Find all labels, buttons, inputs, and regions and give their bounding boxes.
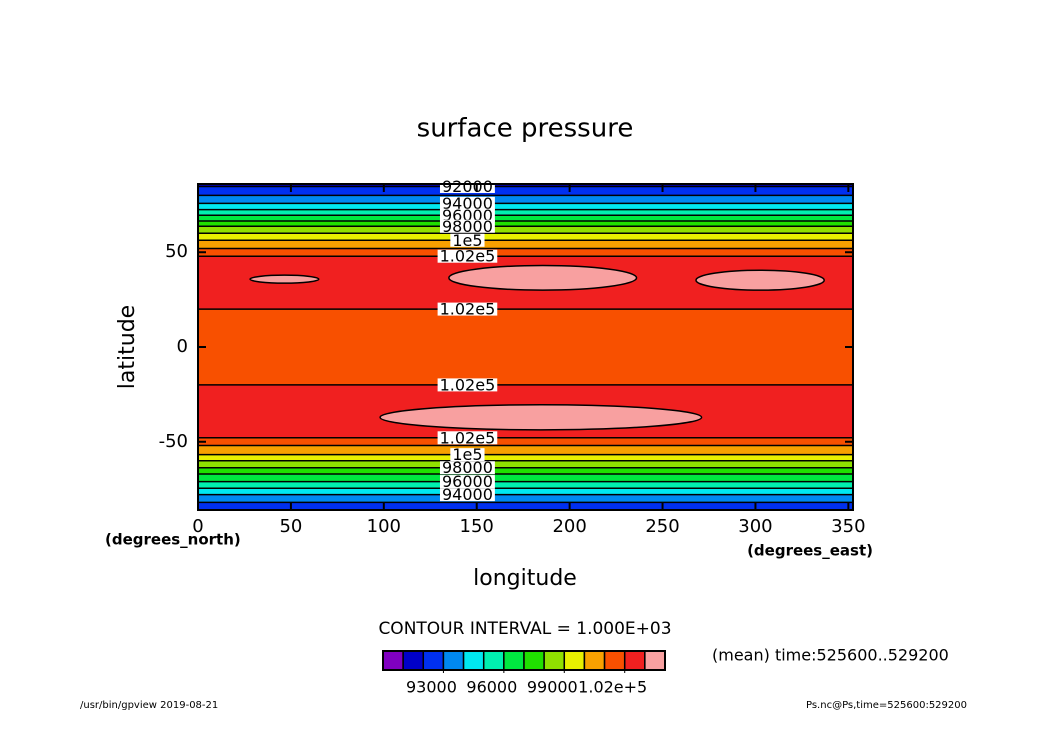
colorbar-box bbox=[644, 650, 666, 671]
y-units: (degrees_north) bbox=[105, 531, 241, 549]
closed-contour bbox=[379, 404, 703, 431]
contour-label: 94000 bbox=[442, 485, 493, 504]
colorbar-box bbox=[503, 650, 525, 671]
contour-band bbox=[198, 308, 853, 348]
contour-band bbox=[198, 494, 853, 503]
contour-label: 1e5 bbox=[452, 445, 482, 464]
contour-label-bg bbox=[439, 461, 495, 475]
colorbar-box bbox=[442, 650, 465, 671]
contour-label: 92000 bbox=[442, 177, 493, 196]
contour-label-bg bbox=[439, 488, 495, 502]
contour-label-bg bbox=[437, 378, 498, 392]
contour-band bbox=[198, 481, 853, 489]
contour-band bbox=[198, 220, 853, 227]
footer-right: Ps.nc@Ps,time=525600:529200 bbox=[806, 700, 967, 711]
contour-band bbox=[198, 487, 853, 495]
x-tick-label: 350 bbox=[831, 516, 865, 537]
contour-band bbox=[198, 186, 853, 196]
contour-label-bg bbox=[450, 448, 485, 462]
x-tick-label: 0 bbox=[192, 516, 203, 537]
colorbar-frame bbox=[382, 650, 666, 671]
contour-label-bg bbox=[439, 475, 495, 489]
colorbar-box bbox=[603, 650, 626, 671]
colorbar-box bbox=[523, 650, 545, 671]
contour-label: 1.02e5 bbox=[440, 247, 496, 266]
contour-label-bg bbox=[439, 196, 495, 210]
x-tick-label: 100 bbox=[367, 516, 401, 537]
time-note: (mean) time:525600..529200 bbox=[712, 646, 949, 665]
x-units: (degrees_east) bbox=[747, 542, 873, 560]
contour-label: 1.02e5 bbox=[440, 300, 496, 319]
contour-band bbox=[198, 225, 853, 234]
colorbar-box bbox=[583, 650, 606, 671]
contour-label: 98000 bbox=[442, 217, 493, 236]
contour-label-bg bbox=[437, 249, 498, 263]
chart-title: surface pressure bbox=[417, 114, 634, 144]
colorbar-box bbox=[482, 650, 505, 671]
contour-band bbox=[198, 214, 853, 222]
contour-band bbox=[198, 195, 853, 204]
contour-interval: CONTOUR INTERVAL = 1.000E+03 bbox=[378, 619, 671, 639]
contour-label-bg bbox=[437, 302, 498, 316]
contour-label: 96000 bbox=[442, 472, 493, 491]
colorbar-box bbox=[623, 650, 646, 671]
contour-band bbox=[198, 183, 853, 187]
contour-label-bg bbox=[450, 233, 485, 247]
colorbar-label: 1.02e+5 bbox=[578, 678, 647, 697]
contour-band bbox=[198, 467, 853, 475]
contour-band bbox=[198, 248, 853, 257]
colorbar-box bbox=[382, 650, 404, 671]
footer-left: /usr/bin/gpview 2019-08-21 bbox=[80, 700, 218, 711]
contour-label-bg bbox=[439, 208, 495, 222]
closed-contour bbox=[448, 264, 638, 291]
contour-label: 1.02e5 bbox=[440, 428, 496, 447]
contour-band bbox=[198, 239, 853, 249]
colorbar-box bbox=[402, 650, 425, 671]
contour-band bbox=[198, 209, 853, 216]
contour-label: 94000 bbox=[442, 194, 493, 213]
colorbar-box bbox=[563, 650, 586, 671]
y-tick-label: 0 bbox=[177, 336, 188, 357]
colorbar-label: 93000 bbox=[406, 678, 457, 697]
closed-contour bbox=[695, 269, 825, 291]
contour-band bbox=[198, 473, 853, 482]
y-tick-label: -50 bbox=[159, 431, 188, 452]
contour-band bbox=[198, 346, 853, 386]
x-tick-label: 200 bbox=[552, 516, 586, 537]
colorbar-box bbox=[462, 650, 485, 671]
contour-label: 1e5 bbox=[452, 231, 482, 250]
x-tick-label: 50 bbox=[279, 516, 302, 537]
contour-label: 98000 bbox=[442, 458, 493, 477]
colorbar-box bbox=[543, 650, 566, 671]
y-tick-label: 50 bbox=[165, 241, 188, 262]
contour-band bbox=[198, 454, 853, 462]
contour-band bbox=[198, 203, 853, 210]
x-tick-label: 300 bbox=[738, 516, 772, 537]
x-tick-label: 250 bbox=[645, 516, 679, 537]
contour-band bbox=[198, 445, 853, 455]
y-axis-label: latitude bbox=[115, 305, 140, 389]
contour-band bbox=[198, 232, 853, 241]
contour-band bbox=[198, 437, 853, 446]
contour-band bbox=[198, 502, 853, 511]
colorbar-box bbox=[422, 650, 445, 671]
colorbar-label: 96000 bbox=[466, 678, 517, 697]
x-tick-label: 150 bbox=[460, 516, 494, 537]
contour-label: 1.02e5 bbox=[440, 375, 496, 394]
colorbar-label: 99000 bbox=[527, 678, 578, 697]
x-axis-label: longitude bbox=[473, 566, 577, 591]
contour-band bbox=[198, 460, 853, 469]
contour-label-bg bbox=[439, 219, 495, 233]
contour-label-bg bbox=[437, 431, 498, 445]
closed-contour bbox=[249, 274, 320, 284]
